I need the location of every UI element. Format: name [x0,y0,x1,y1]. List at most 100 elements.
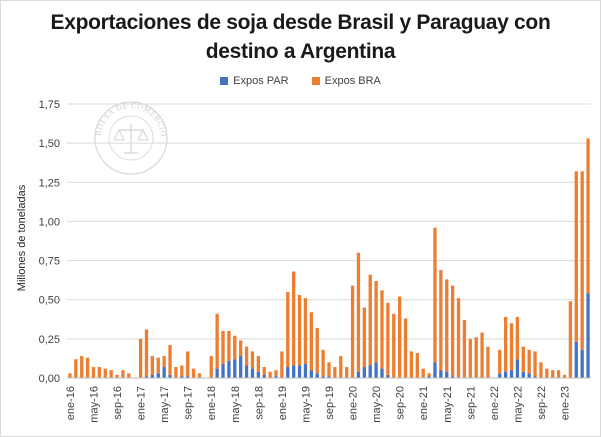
y-tick-label: 1,00 [39,216,60,228]
x-tick-labels: ene-16 may-16 sep-16 ene-17 may-17 sep-17 ene-… [65,386,572,423]
x-tick-label: sep-16 [112,386,124,420]
x-tick-label: ene-16 [65,386,77,420]
bar-bra [162,356,166,368]
bar-bra [85,357,90,378]
bar-bra [562,374,567,378]
bar-par [227,360,231,378]
x-tick-label: ene-20 [348,386,360,420]
bar-bra [456,298,461,378]
bar-bra [403,318,408,378]
bar-bra [327,362,331,377]
x-tick-label: ene-22 [489,386,501,420]
bar-bra [180,365,184,377]
seal-scale-right-pan [137,128,149,141]
bar-par [315,373,319,378]
bar-bra [297,295,302,366]
bar-par [433,362,437,378]
seal-outer-ring [94,101,168,175]
bar-bra [439,269,443,371]
bar-bra [568,301,573,378]
bar-par [156,373,160,378]
x-tick-label: sep-22 [536,386,548,420]
x-tick-label: ene-21 [418,386,430,420]
bar-bra [97,367,102,378]
seal-text: BOLSA DE COMERCIO DE ROSARIO [0,0,168,137]
legend-swatch-bra [311,77,320,85]
bar-bra [545,368,549,378]
bar-bra [480,332,484,378]
bar-bra [280,351,284,378]
bar-bra [233,335,237,360]
bar-bra [227,331,231,361]
bar-par [250,368,255,378]
y-gridlines [67,103,591,340]
watermark-seal: BOLSA DE COMERCIO DE ROSARIO [0,0,168,175]
x-tick-label: may-18 [230,386,242,423]
bar-bra [68,373,72,378]
y-tick-label: 0,50 [39,295,60,307]
x-tick-label: may-21 [442,386,454,423]
bar-bra [138,338,143,378]
bar-bra [239,340,243,357]
bar-bra [268,371,272,378]
bar-bra [398,296,402,378]
bar-bra [533,351,537,377]
bar-par [586,293,590,378]
bar-bra [586,138,590,294]
x-tick-label: sep-21 [465,386,477,420]
bar-bra [339,356,343,378]
legend-label-bra: Expos BRA [324,75,381,87]
legend-item-par: Expos PAR [220,75,289,87]
bar-par [233,359,237,378]
bar-par [503,371,508,378]
bar-bra [321,349,325,377]
bar-bra [292,271,296,366]
bar-bra [380,290,384,369]
bar-bra [262,367,266,375]
y-tick-label: 0,00 [39,373,60,385]
bar-bra [244,346,249,366]
bar-par [244,365,249,378]
bar-bra [509,323,514,371]
bar-par [374,362,378,378]
bar-par [321,376,325,378]
y-tick-label: 1,75 [39,99,60,111]
bar-par [356,371,361,378]
bar-par [162,367,166,378]
bar-par [580,349,584,378]
bar-bra [392,313,396,378]
bar-bra [150,356,155,375]
bar-bra [121,370,125,378]
y-tick-label: 0,25 [39,334,60,346]
bar-bra [468,338,472,378]
bar-bra [91,367,96,378]
bar-bra [215,313,219,369]
legend-item-bra: Expos BRA [311,75,381,87]
bar-bra [309,312,313,371]
y-tick-label: 1,25 [39,177,60,189]
y-tick-label: 0,75 [39,256,60,268]
bar-bra [197,373,202,378]
seal-inner-ring [108,115,154,161]
bar-bra [333,367,337,378]
bar-par [303,363,308,378]
bar-par [362,367,366,378]
x-tick-label: ene-23 [560,386,572,420]
bar-bra [515,316,520,360]
bar-bra [250,351,255,369]
bar-bra [315,327,319,374]
bar-par [498,373,502,378]
bar-bra [103,368,107,378]
x-tick-label: may-19 [300,386,312,423]
bar-bra [144,329,149,377]
bar-bra [374,280,378,363]
x-tick-label: may-22 [512,386,524,423]
bar-bra [303,298,308,364]
bar-bra [350,285,355,378]
bar-par [168,374,172,378]
bar-par [533,376,537,378]
bar-bra [209,356,213,378]
x-tick-label: may-20 [371,386,383,423]
bar-par [509,370,514,378]
bar-par [239,356,243,378]
